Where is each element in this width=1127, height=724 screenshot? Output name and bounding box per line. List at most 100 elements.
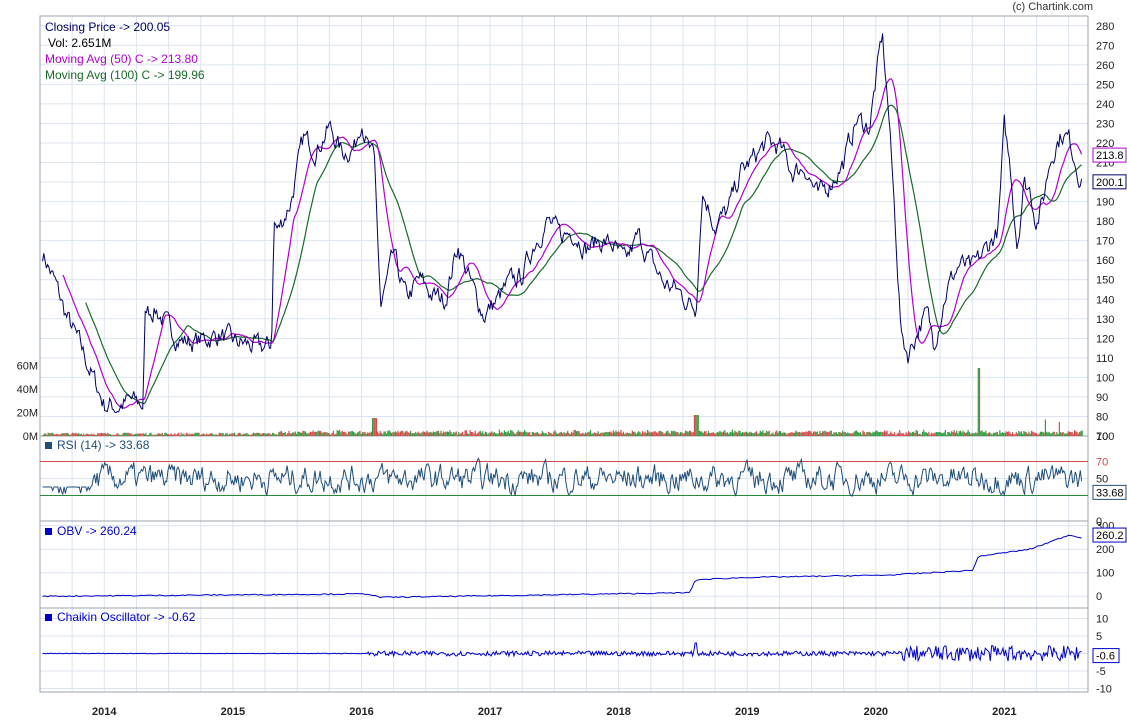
volume-bar (143, 434, 146, 436)
volume-bar (1032, 431, 1034, 436)
volume-bar (292, 432, 294, 436)
rsi-tick-label: 0 (1096, 516, 1102, 528)
volume-bar (169, 434, 171, 436)
volume-bar (303, 431, 305, 436)
volume-bar (59, 434, 61, 436)
volume-bar (631, 430, 633, 436)
volume-bar (938, 431, 940, 436)
volume-bar (671, 430, 673, 436)
volume-bar (1016, 433, 1019, 436)
legend-close: Closing Price -> 200.05 (45, 20, 170, 34)
volume-bar (1048, 431, 1050, 436)
volume-bar (435, 431, 437, 436)
volume-bar (525, 431, 527, 436)
volume-bar (1023, 431, 1025, 436)
volume-bar (365, 433, 367, 436)
obv-last-value-label: 260.2 (1096, 530, 1124, 542)
volume-bar (762, 430, 764, 436)
volume-bar (1054, 434, 1057, 436)
volume-bar (118, 434, 120, 436)
volume-bar (486, 432, 488, 436)
volume-bar (537, 433, 540, 436)
volume-bar (1034, 432, 1036, 436)
volume-bar (247, 434, 250, 436)
volume-bar (493, 431, 495, 436)
volume-bar (657, 432, 659, 436)
volume-bar (307, 433, 309, 436)
volume-bar (555, 432, 557, 436)
panel-frames (39, 15, 1089, 693)
volume-bar (546, 434, 549, 436)
volume-bar (306, 433, 308, 436)
volume-bar (676, 432, 678, 436)
volume-bar (521, 432, 523, 436)
last-value-label: 200.1 (1096, 177, 1124, 189)
volume-bar (271, 432, 274, 436)
volume-bar (985, 430, 987, 436)
volume-bar (1051, 433, 1053, 436)
volume-bar (818, 434, 820, 436)
volume-bar (112, 434, 114, 436)
volume-bar (864, 434, 867, 436)
volume-bar (768, 430, 770, 436)
volume-bar (739, 431, 741, 436)
volume-bar (394, 431, 397, 436)
volume-bar (1044, 419, 1047, 436)
volume-bar (402, 431, 404, 436)
volume-bar (968, 432, 971, 436)
volume-bar (212, 434, 214, 436)
volume-bar (467, 433, 469, 436)
volume-bar (811, 433, 813, 436)
volume-bar (175, 434, 177, 436)
volume-bar (984, 432, 986, 436)
volume-bar (745, 431, 747, 436)
volume-bar (140, 433, 142, 436)
volume-bar (522, 431, 524, 436)
price-tick-label: 180 (1096, 216, 1114, 228)
volume-bar (451, 434, 454, 436)
volume-bar (463, 434, 465, 436)
volume-bar (668, 432, 670, 436)
volume-bar (549, 432, 551, 436)
volume-bar (831, 434, 834, 436)
volume-bar (127, 432, 129, 436)
volume-bar (967, 429, 969, 436)
volume-bar (574, 430, 576, 436)
volume-bar (904, 434, 906, 436)
volume-bar (913, 431, 915, 436)
volume-bar (372, 418, 374, 436)
volume-bar (601, 432, 603, 436)
volume-bar (1033, 432, 1035, 436)
volume-bar (171, 434, 174, 436)
volume-bar (636, 432, 639, 436)
volume-bar (690, 430, 692, 436)
volume-bar (72, 433, 75, 436)
volume-bar (282, 432, 284, 436)
chaikin-line (42, 642, 1082, 663)
volume-bar (437, 430, 440, 436)
chaikin-last-value-label: -0.6 (1096, 651, 1115, 663)
volume-bar (88, 434, 90, 436)
volume-bar (69, 434, 71, 436)
volume-bar (971, 432, 973, 436)
volume-bar (79, 434, 81, 436)
chaikin-tick-label: -10 (1096, 684, 1112, 696)
volume-bar (722, 431, 725, 436)
volume-bar (624, 434, 626, 436)
volume-bar (355, 434, 357, 436)
volume-bar (607, 432, 609, 436)
volume-bar (1008, 431, 1010, 436)
volume-bar (327, 432, 329, 436)
volume-bar (1075, 431, 1077, 436)
rsi-label: RSI (14) -> 33.68 (57, 438, 150, 452)
volume-bar (878, 432, 881, 436)
series-lines (40, 33, 1088, 663)
volume-bar (1018, 431, 1020, 436)
volume-bar (750, 432, 753, 436)
volume-bar (1030, 430, 1033, 436)
volume-bar (323, 432, 326, 436)
volume-bar (512, 431, 514, 436)
volume-bar (369, 432, 371, 436)
volume-bar (126, 432, 128, 436)
volume-bar (795, 430, 797, 436)
